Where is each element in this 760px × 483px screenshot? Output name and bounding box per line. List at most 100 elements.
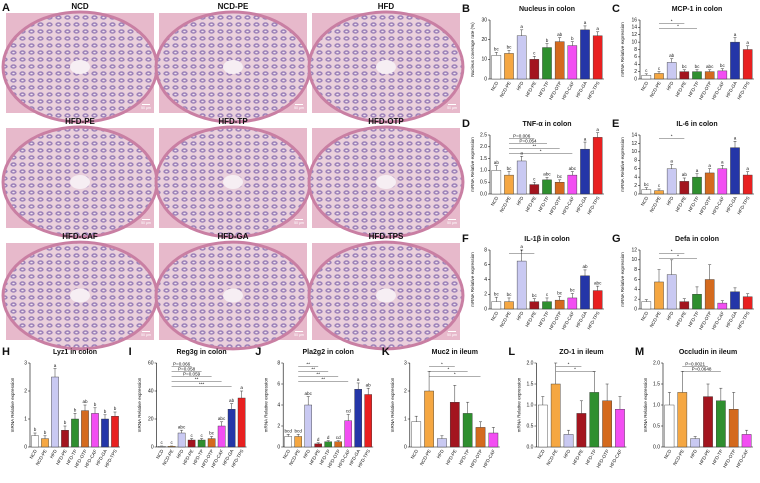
comparison-annotation: * — [447, 367, 449, 372]
y-axis-label: mRNA Relative expression — [620, 252, 625, 307]
scale-bar-label: 50 μm — [294, 106, 304, 110]
bar — [741, 434, 752, 448]
x-tick-label: NCD — [490, 80, 500, 92]
bar — [567, 45, 578, 80]
scale-bar — [295, 331, 303, 332]
bar — [580, 275, 590, 310]
significance-letter: b — [74, 408, 77, 413]
significance-letter: a — [520, 150, 523, 155]
bar — [304, 404, 313, 448]
significance-letter: b — [94, 402, 97, 407]
y-tick-label: 6 — [634, 54, 637, 60]
image-label: HFD-PE — [65, 117, 95, 126]
significance-letter: c — [160, 440, 163, 445]
comparison-annotation: * — [441, 362, 443, 367]
chart-title: IL-1β in colon — [524, 236, 570, 243]
y-tick-label: 2 — [634, 183, 637, 189]
y-tick-label: 10 — [631, 149, 637, 155]
comparison-annotation: * — [521, 249, 523, 254]
x-tick-label: HFD-TP — [458, 449, 471, 466]
bar — [101, 418, 109, 448]
comparison-annotation: * — [671, 249, 673, 254]
bar — [567, 297, 578, 310]
x-tick-label: HFD — [666, 310, 675, 321]
x-tick-label: NCD-PE — [419, 449, 432, 467]
bar — [314, 443, 323, 448]
scale-bar — [448, 331, 456, 332]
y-tick-label: 12 — [631, 141, 637, 147]
significance-letter: ab — [229, 398, 235, 403]
bar — [542, 301, 552, 310]
significance-letter: a — [721, 160, 724, 165]
x-tick-label: HFD-GA — [575, 310, 589, 329]
chart-title: IL-6 in colon — [676, 121, 717, 128]
comparison-annotation: P=0.054 — [519, 139, 537, 144]
scale-bar — [448, 219, 456, 220]
x-tick-label: HFD-TP — [537, 81, 550, 98]
bar — [580, 148, 590, 195]
y-tick-label: 3 — [404, 360, 407, 366]
comparison-annotation: * — [568, 362, 570, 367]
panel-label: M — [635, 346, 644, 358]
bar — [742, 49, 753, 80]
micrograph-lumen — [223, 288, 243, 303]
bar — [462, 413, 473, 448]
y-tick-label: 14 — [631, 25, 637, 31]
y-tick-label: 6 — [634, 166, 637, 172]
micrograph-lumen — [223, 60, 243, 74]
bar — [516, 35, 527, 80]
significance-letter: c — [658, 183, 661, 188]
bar — [334, 441, 343, 448]
bar — [516, 260, 527, 310]
y-tick-label: 0.0 — [653, 444, 660, 450]
significance-letter: abc — [178, 424, 186, 429]
panel-label: C — [612, 3, 620, 15]
significance-letter: b — [64, 420, 67, 425]
scale-bar-label: 50 μm — [447, 333, 457, 337]
significance-letter: c — [533, 176, 536, 181]
x-tick-label: HFD — [302, 448, 311, 459]
significance-letter: a — [596, 127, 599, 132]
y-tick-label: 1.0 — [526, 402, 533, 408]
x-tick-label: NCD-PE — [545, 449, 558, 467]
chart-title: Pla2g2 in colon — [303, 349, 354, 356]
x-tick-label: HFD — [516, 195, 525, 206]
x-tick-label: NCD — [640, 310, 650, 322]
comparison-annotation: ** — [311, 367, 315, 372]
bar — [690, 438, 700, 448]
bar — [449, 402, 460, 448]
y-tick-label: 10 — [631, 257, 637, 263]
micrograph-lumen — [70, 175, 90, 189]
significance-letter: ab — [682, 172, 688, 177]
bar — [294, 436, 303, 448]
chart-title: Nucleus in colon — [519, 6, 575, 13]
bar — [602, 400, 612, 448]
x-tick-label: HFD-PE — [445, 449, 458, 466]
y-tick-label: 0 — [151, 444, 154, 450]
chart-title: ZO-1 in ileum — [559, 349, 603, 356]
significance-letter: a — [746, 166, 749, 171]
x-tick-label: HFD-CAF — [711, 80, 726, 100]
significance-letter: a — [584, 136, 587, 141]
y-tick-label: 2.5 — [480, 132, 487, 138]
x-tick-label: HFD-TPS — [586, 196, 600, 216]
significance-letter: a — [584, 20, 587, 25]
x-tick-label: HFD-PE — [674, 311, 687, 328]
y-tick-label: 6 — [634, 277, 637, 283]
x-tick-label: HFD-TP — [711, 449, 724, 466]
y-axis-label: mRNA Relative expression — [470, 252, 475, 307]
y-tick-label: 0.5 — [653, 423, 660, 429]
significance-letter: ab — [582, 264, 588, 269]
y-axis-label: mRNA Relative expression — [643, 377, 648, 432]
x-tick-label: HFD-GA — [575, 195, 589, 214]
panel-label: K — [382, 346, 390, 358]
x-tick-label: HFD-PE — [674, 81, 687, 98]
y-tick-label: 2 — [634, 69, 637, 75]
chart-title: Muc2 in ileum — [432, 349, 478, 356]
bar — [529, 184, 540, 195]
bar — [529, 59, 540, 80]
bar — [666, 274, 677, 310]
significance-letter: a — [734, 136, 737, 141]
x-tick-label: HFD-TPS — [736, 311, 750, 331]
y-tick-label: 8 — [634, 267, 637, 273]
